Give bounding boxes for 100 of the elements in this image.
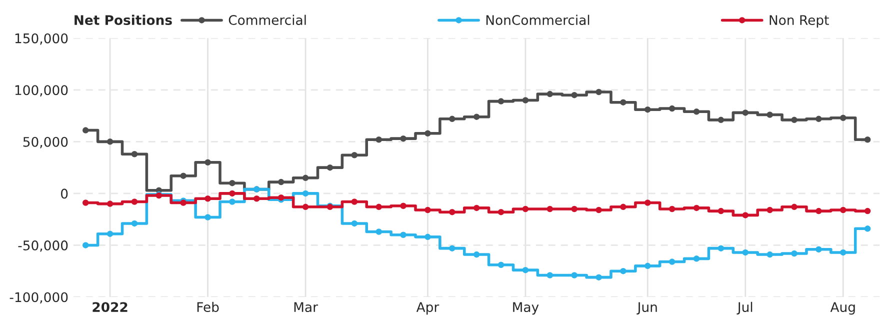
x-tick-label: 2022: [92, 302, 128, 312]
point: [816, 116, 822, 122]
point: [766, 251, 773, 258]
point: [106, 138, 114, 145]
point: [791, 250, 798, 257]
point: [302, 174, 309, 182]
x-tick-label: Apr: [416, 302, 440, 315]
point: [131, 198, 138, 205]
point: [400, 135, 406, 142]
point: [204, 214, 211, 220]
point: [571, 92, 578, 98]
point: [82, 200, 89, 206]
point: [864, 136, 871, 143]
point: [620, 204, 626, 210]
point: [180, 172, 186, 179]
point: [546, 272, 554, 278]
y-tick-label: 0: [61, 188, 68, 199]
point: [376, 204, 382, 210]
point: [229, 180, 236, 186]
point: [204, 159, 211, 166]
y-tick-label: -100,000: [10, 292, 68, 304]
point: [498, 98, 504, 104]
point: [131, 150, 138, 158]
point: [791, 204, 798, 210]
point: [278, 194, 284, 201]
point: [644, 200, 651, 206]
point: [693, 256, 700, 262]
legend-title: Net Positions: [74, 14, 172, 26]
x-tick-label: Jul: [736, 302, 752, 315]
point: [254, 196, 260, 202]
y-tick-label: 150,000: [15, 33, 68, 45]
point: [620, 99, 626, 106]
point: [522, 206, 529, 212]
point: [668, 105, 676, 112]
point: [693, 204, 700, 212]
y-tick-label: 50,000: [23, 136, 68, 148]
point: [351, 198, 358, 205]
point: [278, 178, 284, 186]
point: [596, 274, 602, 280]
point: [498, 262, 504, 268]
point: [840, 206, 846, 214]
point: [840, 249, 846, 256]
point: [302, 204, 309, 210]
point: [376, 228, 382, 235]
point: [302, 190, 309, 197]
point: [718, 208, 724, 214]
point: [791, 116, 798, 124]
point: [644, 262, 651, 270]
point: [571, 272, 578, 278]
y-tick-label: -50,000: [18, 240, 68, 252]
point: [449, 208, 456, 216]
point: [106, 230, 114, 237]
x-tick-label: Feb: [197, 302, 219, 312]
point: [693, 108, 700, 115]
point: [742, 249, 749, 256]
point: [668, 206, 676, 212]
point: [473, 114, 480, 120]
point: [376, 136, 382, 143]
point: [522, 97, 529, 104]
legend-label: NonCommercial: [486, 14, 590, 26]
point: [596, 206, 602, 214]
point: [473, 204, 480, 212]
point: [229, 198, 236, 205]
point: [816, 208, 822, 214]
point: [644, 106, 651, 113]
legend-label: Commercial: [228, 14, 306, 26]
point: [424, 130, 431, 137]
point: [204, 196, 211, 202]
point: [742, 110, 749, 116]
point: [596, 88, 602, 96]
x-tick-label: Mar: [294, 302, 318, 312]
point: [498, 208, 504, 216]
point: [131, 220, 138, 227]
point: [766, 206, 773, 214]
point: [326, 164, 334, 171]
point: [229, 190, 236, 197]
point: [449, 116, 456, 122]
point: [473, 251, 480, 258]
point: [840, 114, 846, 121]
point: [816, 246, 822, 252]
point: [351, 220, 358, 227]
point: [106, 200, 114, 207]
point: [351, 152, 358, 158]
point: [864, 208, 871, 214]
point: [82, 127, 89, 134]
point: [718, 116, 724, 124]
point: [718, 245, 724, 252]
point: [620, 268, 626, 274]
point: [424, 206, 431, 214]
x-tick-label: Aug: [830, 302, 855, 315]
x-tick-label: May: [513, 302, 539, 315]
point: [766, 112, 773, 118]
legend-label: Non Rept: [770, 15, 829, 28]
point: [522, 266, 529, 274]
y-tick-label: 100,000: [15, 85, 68, 96]
point: [400, 232, 406, 238]
point: [742, 212, 749, 218]
point: [571, 206, 578, 212]
point: [82, 242, 89, 248]
point: [449, 245, 456, 252]
